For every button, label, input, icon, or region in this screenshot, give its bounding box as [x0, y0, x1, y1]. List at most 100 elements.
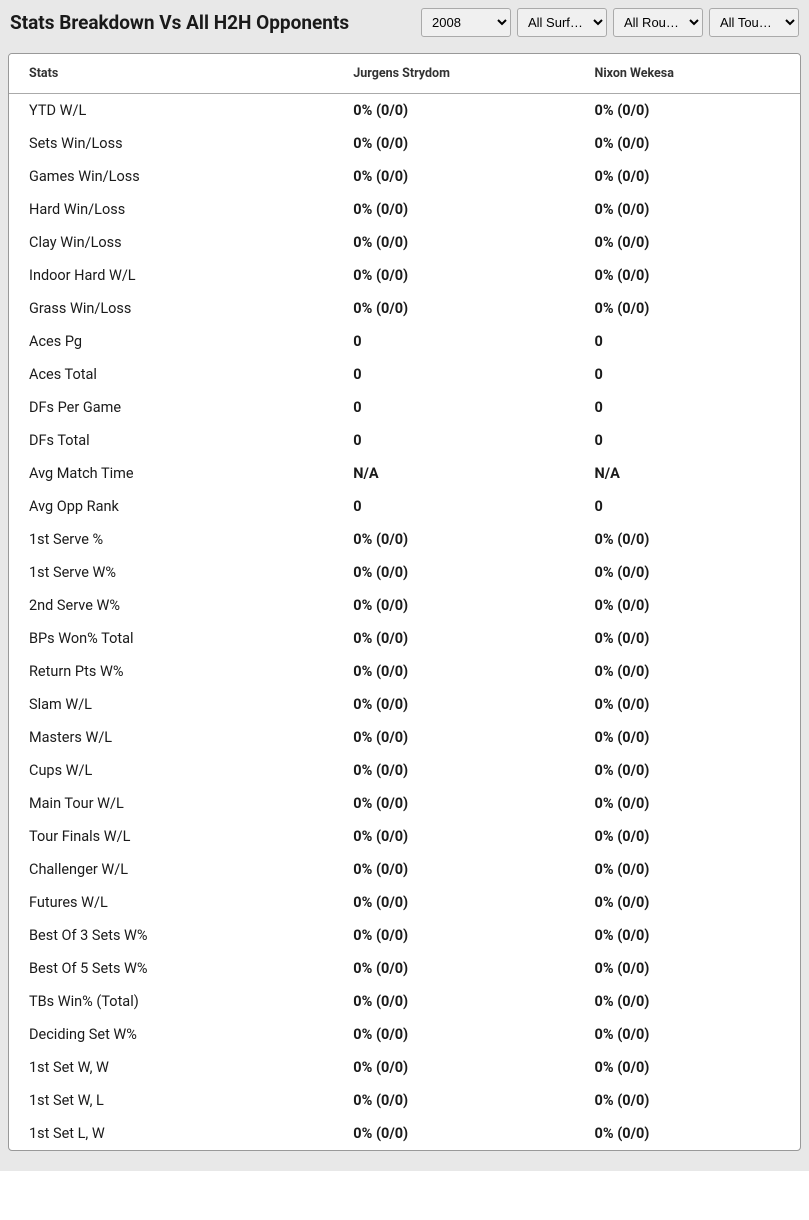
stat-value-player1: 0% (0/0): [333, 160, 574, 193]
stat-label: YTD W/L: [9, 94, 333, 128]
filter-group: 2008 All Surf… All Rou… All Tour…: [421, 8, 799, 37]
stats-table-container: Stats Jurgens Strydom Nixon Wekesa YTD W…: [8, 53, 801, 1151]
stat-value-player2: 0% (0/0): [575, 589, 800, 622]
tournament-filter[interactable]: All Tour…: [709, 8, 799, 37]
stat-value-player1: 0% (0/0): [333, 193, 574, 226]
stat-label: DFs Total: [9, 424, 333, 457]
table-row: Aces Total00: [9, 358, 800, 391]
stat-label: TBs Win% (Total): [9, 985, 333, 1018]
table-header-row: Stats Jurgens Strydom Nixon Wekesa: [9, 54, 800, 94]
table-row: DFs Per Game00: [9, 391, 800, 424]
stat-value-player2: 0% (0/0): [575, 94, 800, 128]
stat-value-player2: 0% (0/0): [575, 952, 800, 985]
table-row: Best Of 5 Sets W%0% (0/0)0% (0/0): [9, 952, 800, 985]
stat-value-player1: 0: [333, 424, 574, 457]
stat-label: Hard Win/Loss: [9, 193, 333, 226]
stat-value-player2: 0: [575, 325, 800, 358]
stat-value-player1: 0% (0/0): [333, 523, 574, 556]
stat-value-player1: 0% (0/0): [333, 1084, 574, 1117]
stat-label: Games Win/Loss: [9, 160, 333, 193]
stats-table: Stats Jurgens Strydom Nixon Wekesa YTD W…: [9, 54, 800, 1150]
stat-value-player2: 0: [575, 490, 800, 523]
stat-value-player1: 0% (0/0): [333, 853, 574, 886]
stat-label: Cups W/L: [9, 754, 333, 787]
table-row: Tour Finals W/L0% (0/0)0% (0/0): [9, 820, 800, 853]
stat-value-player1: 0% (0/0): [333, 919, 574, 952]
stat-value-player2: 0% (0/0): [575, 919, 800, 952]
surface-filter[interactable]: All Surf…: [517, 8, 607, 37]
stat-value-player1: 0: [333, 325, 574, 358]
stat-value-player1: 0% (0/0): [333, 589, 574, 622]
stat-value-player2: 0% (0/0): [575, 754, 800, 787]
stat-label: Indoor Hard W/L: [9, 259, 333, 292]
stat-value-player1: 0: [333, 358, 574, 391]
stat-value-player2: 0% (0/0): [575, 556, 800, 589]
stat-label: Clay Win/Loss: [9, 226, 333, 259]
stat-label: 1st Serve %: [9, 523, 333, 556]
stat-label: Return Pts W%: [9, 655, 333, 688]
table-row: 1st Set L, W0% (0/0)0% (0/0): [9, 1117, 800, 1150]
stat-label: Deciding Set W%: [9, 1018, 333, 1051]
stat-label: DFs Per Game: [9, 391, 333, 424]
stat-value-player2: 0% (0/0): [575, 193, 800, 226]
page-title: Stats Breakdown Vs All H2H Opponents: [10, 11, 349, 34]
col-header-player1: Jurgens Strydom: [333, 54, 574, 94]
col-header-player2: Nixon Wekesa: [575, 54, 800, 94]
stat-value-player2: 0% (0/0): [575, 1018, 800, 1051]
table-row: DFs Total00: [9, 424, 800, 457]
table-row: Challenger W/L0% (0/0)0% (0/0): [9, 853, 800, 886]
table-row: Deciding Set W%0% (0/0)0% (0/0): [9, 1018, 800, 1051]
stat-value-player2: 0% (0/0): [575, 1117, 800, 1150]
stat-value-player1: 0% (0/0): [333, 886, 574, 919]
round-filter[interactable]: All Rou…: [613, 8, 703, 37]
stat-value-player1: 0% (0/0): [333, 292, 574, 325]
stat-value-player1: 0% (0/0): [333, 721, 574, 754]
table-row: Futures W/L0% (0/0)0% (0/0): [9, 886, 800, 919]
stat-label: Futures W/L: [9, 886, 333, 919]
table-row: TBs Win% (Total)0% (0/0)0% (0/0): [9, 985, 800, 1018]
stat-value-player1: 0% (0/0): [333, 94, 574, 128]
stat-value-player1: 0% (0/0): [333, 622, 574, 655]
stat-value-player2: 0% (0/0): [575, 655, 800, 688]
stat-label: Avg Match Time: [9, 457, 333, 490]
stat-value-player2: 0% (0/0): [575, 160, 800, 193]
stat-label: BPs Won% Total: [9, 622, 333, 655]
stat-value-player1: 0: [333, 490, 574, 523]
table-row: YTD W/L0% (0/0)0% (0/0): [9, 94, 800, 128]
table-row: Grass Win/Loss0% (0/0)0% (0/0): [9, 292, 800, 325]
stat-value-player1: 0% (0/0): [333, 259, 574, 292]
stat-label: Slam W/L: [9, 688, 333, 721]
stat-value-player2: 0% (0/0): [575, 985, 800, 1018]
year-filter[interactable]: 2008: [421, 8, 511, 37]
table-row: 1st Serve W%0% (0/0)0% (0/0): [9, 556, 800, 589]
table-row: Cups W/L0% (0/0)0% (0/0): [9, 754, 800, 787]
table-wrap: Stats Jurgens Strydom Nixon Wekesa YTD W…: [0, 45, 809, 1171]
stat-value-player1: 0% (0/0): [333, 556, 574, 589]
table-row: Return Pts W%0% (0/0)0% (0/0): [9, 655, 800, 688]
stat-value-player2: 0% (0/0): [575, 853, 800, 886]
col-header-stats: Stats: [9, 54, 333, 94]
stat-value-player2: 0% (0/0): [575, 127, 800, 160]
stat-label: Aces Pg: [9, 325, 333, 358]
table-row: Main Tour W/L0% (0/0)0% (0/0): [9, 787, 800, 820]
table-row: Avg Opp Rank00: [9, 490, 800, 523]
table-row: 2nd Serve W%0% (0/0)0% (0/0): [9, 589, 800, 622]
stat-value-player1: 0% (0/0): [333, 985, 574, 1018]
table-row: 1st Set W, W0% (0/0)0% (0/0): [9, 1051, 800, 1084]
stat-label: Tour Finals W/L: [9, 820, 333, 853]
stat-value-player2: 0% (0/0): [575, 622, 800, 655]
stat-value-player2: 0% (0/0): [575, 226, 800, 259]
table-row: Best Of 3 Sets W%0% (0/0)0% (0/0): [9, 919, 800, 952]
table-row: Sets Win/Loss0% (0/0)0% (0/0): [9, 127, 800, 160]
stat-value-player1: 0% (0/0): [333, 655, 574, 688]
stat-value-player1: 0% (0/0): [333, 754, 574, 787]
stat-value-player2: 0% (0/0): [575, 820, 800, 853]
stat-value-player2: 0: [575, 424, 800, 457]
stat-label: Aces Total: [9, 358, 333, 391]
stat-value-player2: N/A: [575, 457, 800, 490]
stat-label: 1st Set W, L: [9, 1084, 333, 1117]
stat-label: 1st Set L, W: [9, 1117, 333, 1150]
stat-label: Challenger W/L: [9, 853, 333, 886]
stat-value-player2: 0% (0/0): [575, 886, 800, 919]
stat-value-player1: 0% (0/0): [333, 226, 574, 259]
